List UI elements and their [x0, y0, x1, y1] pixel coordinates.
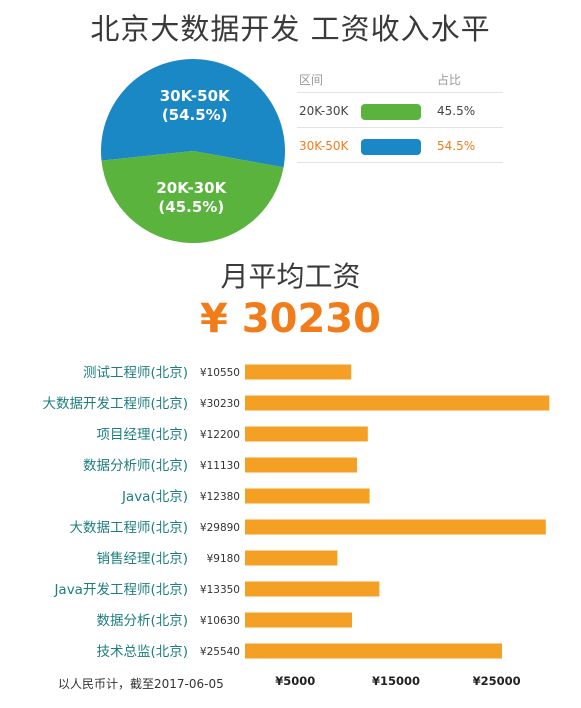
bar-category-label: 大数据开发工程师(北京)	[42, 396, 188, 412]
salary-bar	[245, 581, 380, 597]
pie-slice-0	[100, 59, 285, 168]
legend-range-label: 20K-30K	[299, 104, 349, 118]
bar-value-label: ¥12200	[200, 429, 240, 441]
legend-pct-label: 54.5%	[437, 139, 476, 153]
bar-category-label: Java开发工程师(北京)	[53, 582, 188, 598]
salary-bar	[245, 426, 368, 442]
bar-category-label: 数据分析师(北京)	[83, 458, 188, 474]
bar-category-label: 销售经理(北京)	[96, 551, 188, 567]
legend-pct-label: 45.5%	[437, 104, 476, 118]
salary-bar	[245, 612, 352, 628]
bar-category-label: 数据分析(北京)	[96, 613, 188, 629]
legend-range-label: 30K-50K	[299, 139, 349, 153]
pie-slice-1	[101, 151, 284, 244]
x-tick-label: ¥15000	[372, 674, 420, 688]
legend-header: 区间 占比	[297, 66, 503, 93]
bar-value-label: ¥30230	[200, 398, 240, 410]
bar-value-label: ¥29890	[200, 522, 240, 534]
salary-range-pie-chart: 30K-50K(54.5%) 20K-30K(45.5%)	[100, 59, 285, 244]
pie-slice-value-label: (45.5%)	[158, 198, 224, 216]
bar-value-label: ¥25540	[200, 646, 240, 658]
bar-category-label: 技术总监(北京)	[96, 644, 188, 660]
bar-value-label: ¥10630	[200, 615, 240, 627]
bar-value-label: ¥13350	[200, 584, 240, 596]
bar-value-label: ¥12380	[200, 491, 240, 503]
legend-color-bar	[361, 104, 421, 120]
salary-bar	[245, 364, 352, 380]
bar-category-label: 项目经理(北京)	[96, 427, 188, 443]
legend-header-range: 区间	[299, 73, 324, 87]
legend-row-1: 30K-50K 54.5%	[297, 128, 503, 163]
salary-bar	[245, 488, 370, 504]
pie-slice-label: 30K-50K	[160, 87, 231, 105]
x-tick-label: ¥25000	[473, 674, 521, 688]
pie-slice-value-label: (54.5%)	[162, 106, 228, 124]
bar-category-label: 测试工程师(北京)	[83, 365, 188, 381]
x-tick-label: ¥5000	[275, 674, 315, 688]
footnote: 以人民币计，截至2017-06-05	[58, 677, 224, 691]
legend-row-0: 20K-30K 45.5%	[297, 93, 503, 128]
bar-value-label: ¥10550	[200, 367, 240, 379]
salary-bar-chart: ¥10550 测试工程师(北京) ¥30230 大数据开发工程师(北京) ¥12200 项…	[42, 364, 550, 688]
bar-value-label: ¥11130	[200, 460, 240, 472]
salary-bar	[245, 395, 550, 411]
bar-value-label: ¥9180	[207, 553, 240, 565]
average-salary-title: 月平均工资	[220, 260, 361, 293]
salary-bar	[245, 519, 546, 535]
bar-category-label: Java(北京)	[121, 489, 188, 505]
legend-header-share: 占比	[437, 73, 462, 87]
average-salary-value: ¥ 30230	[200, 296, 381, 342]
legend-table: 区间 占比 20K-30K 45.5% 30K-50K 54.5%	[297, 66, 503, 163]
legend-color-bar	[361, 139, 421, 155]
page-title: 北京大数据开发 工资收入水平	[90, 12, 491, 46]
pie-slice-label: 20K-30K	[156, 179, 227, 197]
bar-category-label: 大数据工程师(北京)	[69, 520, 188, 536]
salary-bar	[245, 550, 338, 566]
salary-bar	[245, 457, 357, 473]
salary-bar	[245, 643, 502, 659]
